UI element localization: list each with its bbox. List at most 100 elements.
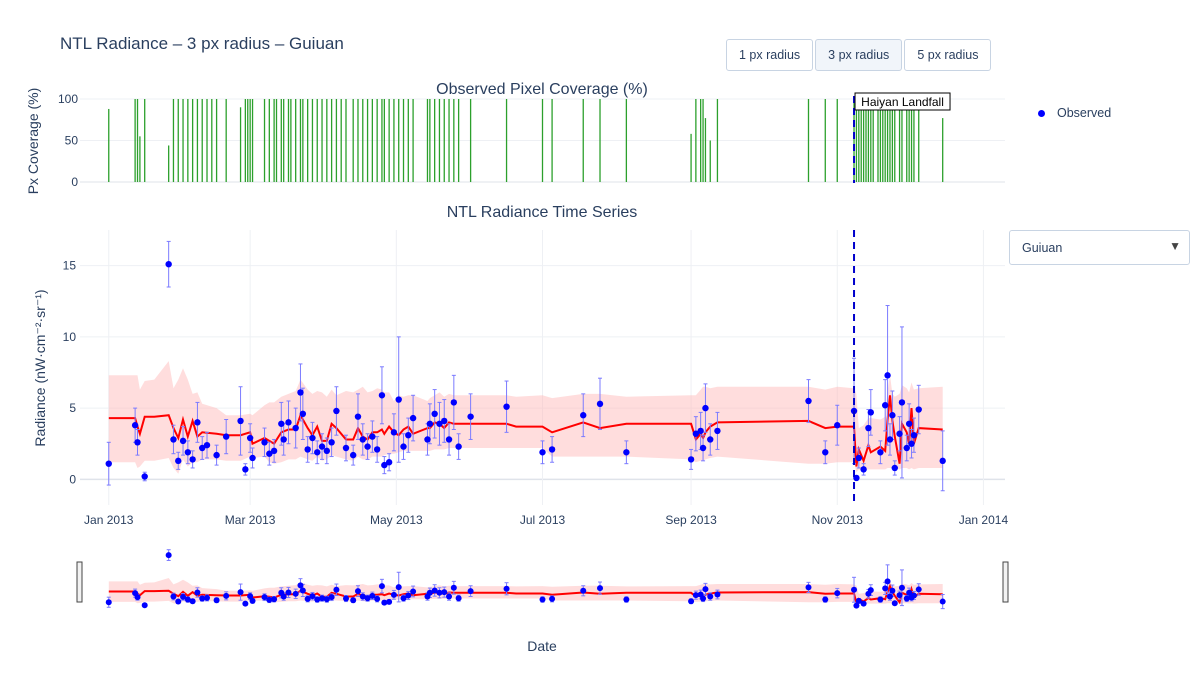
range-slider-observed-point (374, 595, 381, 602)
observed-point (323, 447, 331, 455)
range-slider-right-handle[interactable] (1002, 561, 1009, 603)
x-axis-label: Date (527, 638, 557, 654)
observed-point (134, 439, 141, 446)
event-markers: Haiyan Landfall (853, 92, 951, 505)
observed-point (246, 434, 254, 442)
observed-point (395, 396, 402, 403)
observed-point (450, 399, 458, 406)
range-slider-observed-point (328, 594, 335, 601)
range-slider-observed-point (867, 587, 874, 594)
range-slider-observed-point (342, 595, 349, 602)
range-slider-observed-point (381, 599, 388, 606)
observed-point (297, 389, 304, 396)
range-slider-observed-point (319, 595, 326, 602)
range-slider-observed-point (194, 589, 201, 596)
range-slider-observed-point (688, 598, 695, 605)
observed-point (596, 400, 604, 408)
observed-point (328, 439, 335, 446)
range-slider-observed-point (141, 602, 148, 609)
observed-point (623, 449, 630, 456)
radius-1px-button[interactable]: 1 px radius (726, 39, 814, 71)
range-slider-band-area (108, 578, 943, 605)
observed-point (266, 450, 273, 457)
range-slider-observed-point (266, 596, 273, 603)
range-slider-observed-point (410, 588, 417, 595)
observed-point (261, 439, 268, 446)
observed-point (707, 436, 714, 443)
observed-point (865, 424, 872, 432)
range-slider-observed-point (378, 583, 385, 590)
location-dropdown-value: Guiuan (1022, 240, 1063, 255)
observed-point (455, 443, 462, 450)
observed-point (278, 420, 285, 427)
coverage-y-tick-label: 100 (58, 92, 78, 106)
observed-point (213, 451, 220, 459)
radius-3px-button[interactable]: 3 px radius (815, 39, 903, 71)
range-slider-band (108, 578, 943, 605)
location-dropdown[interactable]: Guiuan ▼ (1009, 230, 1190, 265)
range-slider-observed-point (822, 596, 829, 603)
observed-point (896, 430, 903, 437)
range-slider-observed-point (170, 593, 177, 600)
range-slider-observed-point (165, 552, 172, 559)
radius-5px-button[interactable]: 5 px radius (904, 39, 992, 71)
radiance-grid (80, 230, 1005, 505)
observed-point (359, 436, 366, 443)
observed-point (702, 404, 709, 412)
legend-observed-label: Observed (1057, 106, 1112, 120)
observed-point (242, 466, 249, 473)
legend-observed-marker (1038, 109, 1045, 117)
observed-point (199, 444, 206, 452)
range-slider[interactable] (76, 549, 1009, 610)
observed-point (175, 457, 182, 465)
range-slider-observed-point (851, 586, 858, 593)
radius-button-group: 1 px radius 3 px radius 5 px radius (726, 39, 993, 71)
trend-path (108, 395, 943, 467)
radiance-y-ticks: 0 5 10 15 (63, 259, 77, 487)
range-slider-observed-point (285, 589, 292, 596)
observed-point (203, 441, 211, 449)
observed-point (364, 443, 371, 450)
confidence-band (108, 361, 943, 474)
trend-line (108, 395, 943, 467)
range-slider-observed-point (426, 589, 433, 596)
observed-point (405, 431, 412, 439)
range-slider-observed-point (855, 597, 862, 604)
observed-point (369, 433, 376, 440)
range-slider-observed-point (714, 591, 721, 598)
range-slider-left-handle[interactable] (76, 561, 83, 603)
range-slider-observed-point (400, 595, 407, 602)
range-slider-observed-point (199, 595, 206, 602)
range-slider-observed-point (623, 596, 630, 603)
page-title: NTL Radiance – 3 px radius – Guiuan (60, 34, 344, 53)
radiance-x-tick-label: Nov 2013 (812, 513, 864, 527)
observed-point (373, 446, 381, 453)
observed-point (400, 443, 407, 450)
band-area (108, 361, 943, 474)
radiance-y-tick-label: 15 (63, 259, 77, 273)
observed-point (860, 466, 867, 473)
range-slider-observed-point (223, 592, 230, 599)
range-slider-observed-point (597, 585, 604, 592)
coverage-panel: Observed Pixel Coverage (%) Px Coverage … (25, 81, 1005, 194)
range-slider-observed-point (431, 587, 438, 594)
radiance-x-tick-label: Mar 2013 (225, 513, 276, 527)
range-slider-observed-point (692, 592, 699, 599)
observed-point (179, 437, 187, 445)
range-slider-observed-point (180, 593, 187, 600)
range-slider-observed-point (323, 596, 330, 603)
radiance-y-tick-label: 5 (69, 401, 76, 415)
radiance-x-tick-label: Jan 2013 (84, 513, 134, 527)
event-annotation-box (854, 92, 951, 111)
observed-point (237, 417, 244, 425)
observed-point (436, 420, 443, 427)
observed-point (354, 413, 362, 420)
observed-point (189, 456, 196, 463)
coverage-bars (108, 99, 944, 182)
range-slider-observed-point (455, 595, 462, 602)
observed-point (378, 392, 386, 399)
legend[interactable]: Observed (1038, 106, 1111, 120)
range-slider-observed-point (242, 600, 249, 607)
range-slider-observed-point (503, 585, 510, 592)
observed-point (385, 459, 393, 466)
